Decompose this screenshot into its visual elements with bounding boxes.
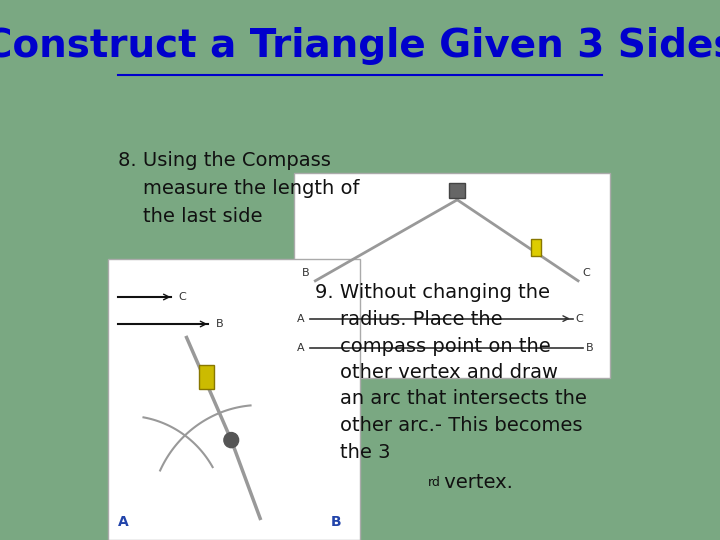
Text: B: B xyxy=(302,268,309,278)
FancyBboxPatch shape xyxy=(531,240,541,255)
Text: A: A xyxy=(297,343,305,353)
Text: B: B xyxy=(586,343,593,353)
FancyBboxPatch shape xyxy=(449,183,465,198)
FancyBboxPatch shape xyxy=(294,173,610,378)
Text: C: C xyxy=(575,314,583,323)
Text: B: B xyxy=(215,319,223,329)
FancyBboxPatch shape xyxy=(199,366,214,389)
Text: vertex.: vertex. xyxy=(438,472,513,491)
Text: B: B xyxy=(331,516,342,530)
Circle shape xyxy=(224,433,238,448)
FancyBboxPatch shape xyxy=(108,259,360,540)
Text: A: A xyxy=(297,314,305,323)
Text: 8. Using the Compass
    measure the length of
    the last side: 8. Using the Compass measure the length … xyxy=(118,151,360,226)
Text: 9. Without changing the
    radius. Place the
    compass point on the
    other: 9. Without changing the radius. Place th… xyxy=(315,284,588,462)
Text: rd: rd xyxy=(428,476,441,489)
Text: C: C xyxy=(582,268,590,278)
Text: Construct a Triangle Given 3 Sides: Construct a Triangle Given 3 Sides xyxy=(0,27,720,65)
Text: A: A xyxy=(118,516,129,530)
Text: C: C xyxy=(179,292,186,302)
